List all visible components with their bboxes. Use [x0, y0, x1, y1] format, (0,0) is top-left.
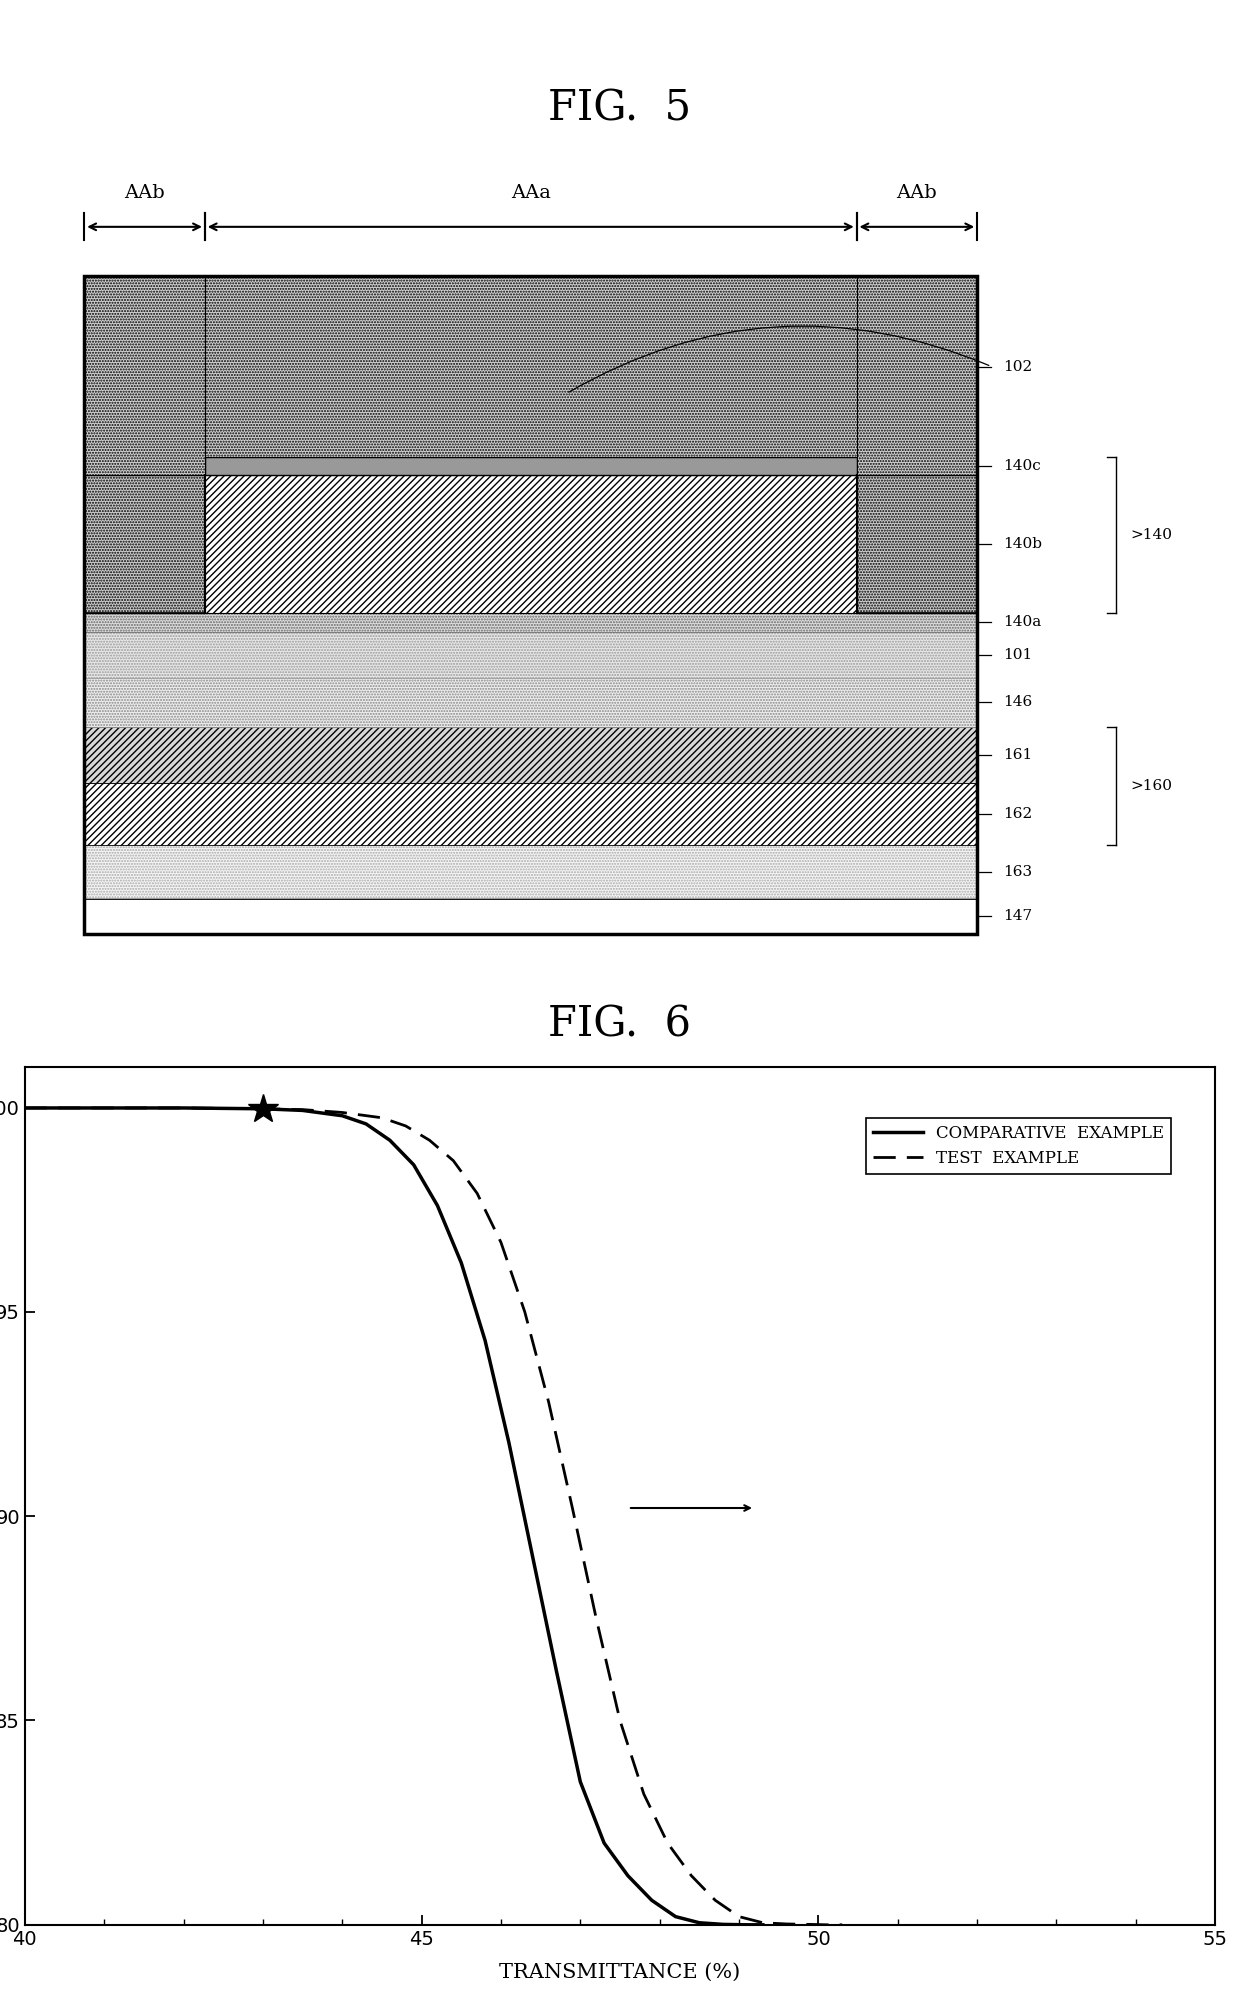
TEST  EXAMPLE	[17, 1097, 32, 1121]
COMPARATIVE  EXAMPLE	[573, 1770, 588, 1794]
TEST  EXAMPLE	[732, 1905, 746, 1929]
Text: 101: 101	[1003, 648, 1033, 662]
Bar	[84, 678, 977, 728]
Bar	[205, 457, 857, 475]
Bar	[84, 632, 977, 678]
COMPARATIVE  EXAMPLE	[382, 1129, 397, 1153]
TEST  EXAMPLE	[494, 1231, 508, 1255]
Line: COMPARATIVE  EXAMPLE: COMPARATIVE EXAMPLE	[25, 1109, 763, 1925]
Bar	[84, 614, 977, 632]
Text: 162: 162	[1003, 808, 1033, 822]
Text: 147: 147	[1003, 908, 1033, 922]
TEST  EXAMPLE	[176, 1097, 191, 1121]
Bar	[857, 475, 977, 614]
COMPARATIVE  EXAMPLE	[755, 1913, 770, 1937]
Text: 161: 161	[1003, 748, 1033, 762]
COMPARATIVE  EXAMPLE	[17, 1097, 32, 1121]
TEST  EXAMPLE	[422, 1129, 436, 1153]
Bar	[84, 728, 977, 782]
COMPARATIVE  EXAMPLE	[596, 1831, 611, 1855]
Text: AAa: AAa	[511, 184, 551, 203]
COMPARATIVE  EXAMPLE	[255, 1097, 270, 1121]
TEST  EXAMPLE	[541, 1389, 556, 1414]
TEST  EXAMPLE	[517, 1299, 532, 1323]
Line: TEST  EXAMPLE: TEST EXAMPLE	[25, 1109, 842, 1925]
TEST  EXAMPLE	[755, 1911, 770, 1935]
TEST  EXAMPLE	[255, 1097, 270, 1121]
COMPARATIVE  EXAMPLE	[692, 1911, 707, 1935]
TEST  EXAMPLE	[708, 1889, 723, 1913]
Legend: COMPARATIVE  EXAMPLE, TEST  EXAMPLE: COMPARATIVE EXAMPLE, TEST EXAMPLE	[867, 1119, 1171, 1173]
TEST  EXAMPLE	[684, 1865, 699, 1889]
Text: AAb: AAb	[897, 184, 937, 203]
COMPARATIVE  EXAMPLE	[715, 1913, 730, 1937]
COMPARATIVE  EXAMPLE	[57, 1097, 72, 1121]
Bar	[84, 782, 977, 846]
Text: 146: 146	[1003, 696, 1033, 710]
Bar	[205, 475, 857, 614]
TEST  EXAMPLE	[589, 1606, 604, 1630]
COMPARATIVE  EXAMPLE	[668, 1905, 683, 1929]
Bar	[205, 277, 857, 457]
COMPARATIVE  EXAMPLE	[295, 1099, 310, 1123]
Bar	[84, 277, 205, 475]
Text: 163: 163	[1003, 864, 1033, 878]
Text: 140a: 140a	[1003, 616, 1042, 630]
Text: 140b: 140b	[1003, 537, 1043, 551]
Text: AAb: AAb	[124, 184, 165, 203]
TEST  EXAMPLE	[660, 1831, 675, 1855]
COMPARATIVE  EXAMPLE	[407, 1153, 422, 1177]
Text: >140: >140	[1131, 527, 1173, 541]
TEST  EXAMPLE	[565, 1496, 580, 1520]
TEST  EXAMPLE	[818, 1913, 833, 1937]
TEST  EXAMPLE	[835, 1913, 849, 1937]
TEST  EXAMPLE	[636, 1782, 651, 1807]
Bar	[84, 277, 977, 934]
COMPARATIVE  EXAMPLE	[526, 1546, 541, 1570]
COMPARATIVE  EXAMPLE	[477, 1329, 492, 1353]
TEST  EXAMPLE	[470, 1181, 485, 1205]
COMPARATIVE  EXAMPLE	[454, 1251, 469, 1275]
Text: FIG.  5: FIG. 5	[548, 86, 692, 128]
Text: 102: 102	[1003, 359, 1033, 373]
TEST  EXAMPLE	[97, 1097, 112, 1121]
COMPARATIVE  EXAMPLE	[549, 1660, 564, 1684]
COMPARATIVE  EXAMPLE	[430, 1193, 445, 1217]
COMPARATIVE  EXAMPLE	[176, 1097, 191, 1121]
COMPARATIVE  EXAMPLE	[620, 1865, 635, 1889]
Bar	[84, 898, 977, 934]
X-axis label: TRANSMITTANCE (%): TRANSMITTANCE (%)	[500, 1963, 740, 1981]
TEST  EXAMPLE	[57, 1097, 72, 1121]
TEST  EXAMPLE	[398, 1115, 413, 1139]
Bar	[84, 846, 977, 898]
Bar	[857, 277, 977, 475]
TEST  EXAMPLE	[613, 1708, 627, 1732]
COMPARATIVE  EXAMPLE	[335, 1103, 350, 1127]
TEST  EXAMPLE	[335, 1101, 350, 1125]
COMPARATIVE  EXAMPLE	[501, 1432, 516, 1456]
TEST  EXAMPLE	[295, 1097, 310, 1121]
TEST  EXAMPLE	[446, 1149, 461, 1173]
COMPARATIVE  EXAMPLE	[358, 1113, 373, 1137]
Text: 140c: 140c	[1003, 459, 1042, 473]
Text: >160: >160	[1131, 780, 1173, 794]
Bar	[84, 475, 205, 614]
COMPARATIVE  EXAMPLE	[645, 1889, 660, 1913]
COMPARATIVE  EXAMPLE	[97, 1097, 112, 1121]
TEST  EXAMPLE	[779, 1913, 794, 1937]
COMPARATIVE  EXAMPLE	[739, 1913, 754, 1937]
TEST  EXAMPLE	[374, 1105, 389, 1129]
TEST  EXAMPLE	[804, 1913, 818, 1937]
Title: FIG.  6: FIG. 6	[548, 1002, 692, 1045]
